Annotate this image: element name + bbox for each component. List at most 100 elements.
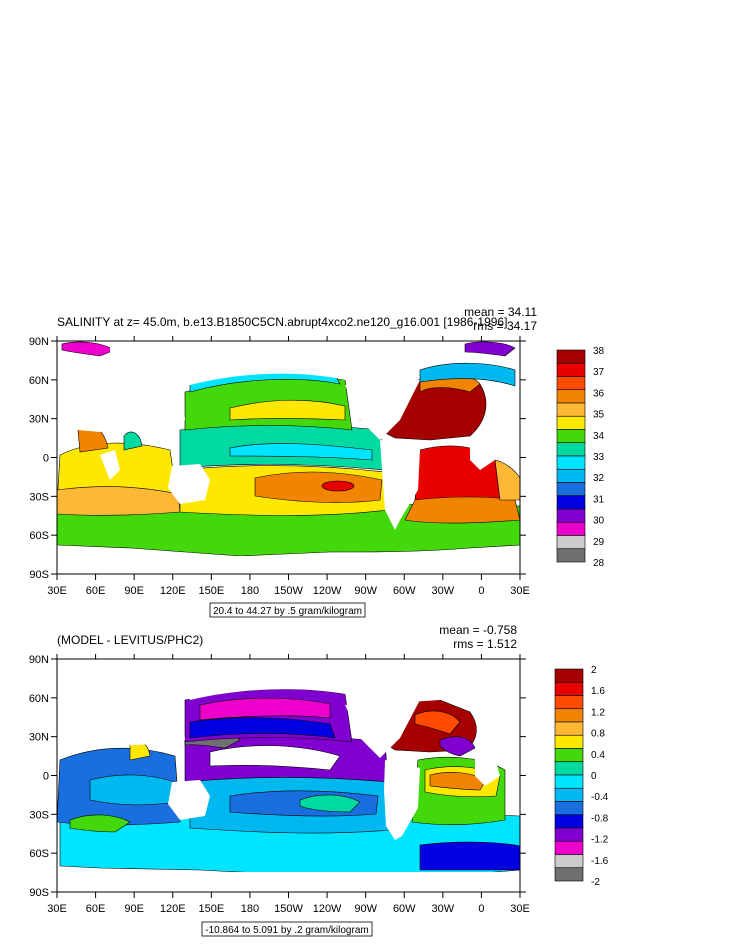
colorbar-label: 0.4 [591,750,605,761]
colorbar-label: 35 [593,410,605,421]
colorbar-label: 30 [593,516,605,527]
colorbar-swatch [554,854,584,869]
x-tick-label: 150E [198,585,224,597]
colorbar-swatch [554,827,584,842]
colorbar-swatch [556,455,586,470]
colorbar-label: 38 [593,346,605,357]
y-tick-label: 30S [29,491,49,503]
colorbar-swatch [556,521,586,536]
colorbar-swatch [554,840,584,855]
colorbar-swatch [556,482,586,497]
y-tick-label: 60S [29,848,49,860]
colorbar-swatch [556,429,586,444]
y-tick-label: 90N [29,654,49,666]
difference-y-ticks: 90N 60N 30N 0 30S 60S 90S [29,654,526,899]
colorbar-swatch [554,721,584,736]
colorbar-label: 37 [593,367,605,378]
salinity-info-box [209,602,366,618]
x-tick-label: 120W [313,585,342,597]
x-tick-label: 90W [354,903,377,915]
difference-info: -10.864 to 5.091 by .2 gram/kilogram [205,925,368,936]
x-tick-label: 120W [313,903,342,915]
colorbar-swatch [554,708,584,723]
colorbar-label: 1.2 [591,707,605,718]
x-tick-label: 150W [274,903,303,915]
colorbar-label: 33 [593,452,605,463]
colorbar-swatch [556,402,586,417]
y-tick-label: 60N [29,693,49,705]
x-tick-label: 60E [86,903,106,915]
colorbar-swatch [556,468,586,483]
colorbar-swatch [554,748,584,763]
salinity-title: SALINITY at z= 45.0m, b.e13.B1850C5CN.ab… [57,315,507,329]
colorbar-label: 2 [591,665,597,676]
x-tick-label: 30E [47,903,67,915]
colorbar-swatch [554,761,584,776]
colorbar-swatch [556,495,586,510]
x-tick-label: 180 [241,903,259,915]
colorbar-swatch [556,535,586,550]
difference-mean: mean = -0.758 [439,623,517,637]
colorbar-swatch [554,734,584,749]
colorbar-swatch [556,442,586,457]
difference-map [57,659,520,892]
colorbar-swatch [554,801,584,816]
colorbar-label: -1.2 [591,835,609,846]
x-tick-label: 30E [510,903,530,915]
colorbar-swatch [554,681,584,696]
y-tick-label: 30N [29,414,49,426]
colorbar-swatch [554,695,584,710]
salinity-x-ticks: 30E 60E 90E 120E 150E 180 150W 120W 90W 60W 30W 0 30… [47,336,530,597]
colorbar-label: 31 [593,494,605,505]
x-tick-label: 60E [86,585,106,597]
colorbar-swatch [554,668,584,683]
y-tick-label: 30N [29,732,49,744]
x-tick-label: 120E [160,585,186,597]
salinity-map [57,341,520,574]
y-tick-label: 0 [43,453,49,465]
x-tick-label: 120E [160,903,186,915]
difference-panel: (MODEL - LEVITUS/PHC2) mean = -0.758 rms… [29,623,609,937]
salinity-y-ticks: 90N 60N 30N 0 30S 60S 90S [29,336,526,581]
colorbar-swatch [554,867,584,882]
colorbar-swatch [554,774,584,789]
y-tick-label: 90N [29,336,49,348]
colorbar-label: 0 [591,771,597,782]
colorbar-swatch [556,389,586,404]
colorbar-label: -0.4 [591,792,609,803]
colorbar-swatch [556,508,586,523]
x-tick-label: 0 [478,585,484,597]
colorbar-label: -2 [591,877,600,888]
x-tick-label: 30E [510,585,530,597]
y-tick-label: 60S [29,530,49,542]
colorbar-swatch [556,548,586,563]
x-tick-label: 180 [241,585,259,597]
colorbar-swatch [554,814,584,829]
colorbar-label: 1.6 [591,686,605,697]
difference-x-ticks: 30E 60E 90E 120E 150E 180 150W 120W 90W 60W 30W 0 30… [47,654,530,915]
colorbar-label: -1.6 [591,856,609,867]
salinity-colorbar: 38 37 36 35 34 33 32 31 30 29 28 [556,346,605,569]
colorbar-label: 36 [593,388,605,399]
x-tick-label: 90W [354,585,377,597]
y-tick-label: 0 [43,771,49,783]
x-tick-label: 30W [432,903,455,915]
salinity-info: 20.4 to 44.27 by .5 gram/kilogram [213,606,362,617]
x-tick-label: 30W [432,585,455,597]
colorbar-label: -0.8 [591,813,609,824]
difference-title: (MODEL - LEVITUS/PHC2) [57,633,203,647]
salinity-rms: rms = 34.17 [473,319,537,333]
colorbar-label: 28 [593,558,605,569]
x-tick-label: 30E [47,585,67,597]
x-tick-label: 150E [198,903,224,915]
colorbar-swatch [556,376,586,391]
salinity-panel: SALINITY at z= 45.0m, b.e13.B1850C5CN.ab… [29,305,605,618]
difference-colorbar: 2 1.6 1.2 0.8 0.4 0 -0.4 -0.8 -1.2 -1.6 -2 [554,665,609,888]
x-tick-label: 0 [478,903,484,915]
colorbar-label: 32 [593,473,605,484]
colorbar-swatch [556,415,586,430]
colorbar-label: 34 [593,431,605,442]
colorbar-swatch [554,787,584,802]
x-tick-label: 60W [393,903,416,915]
